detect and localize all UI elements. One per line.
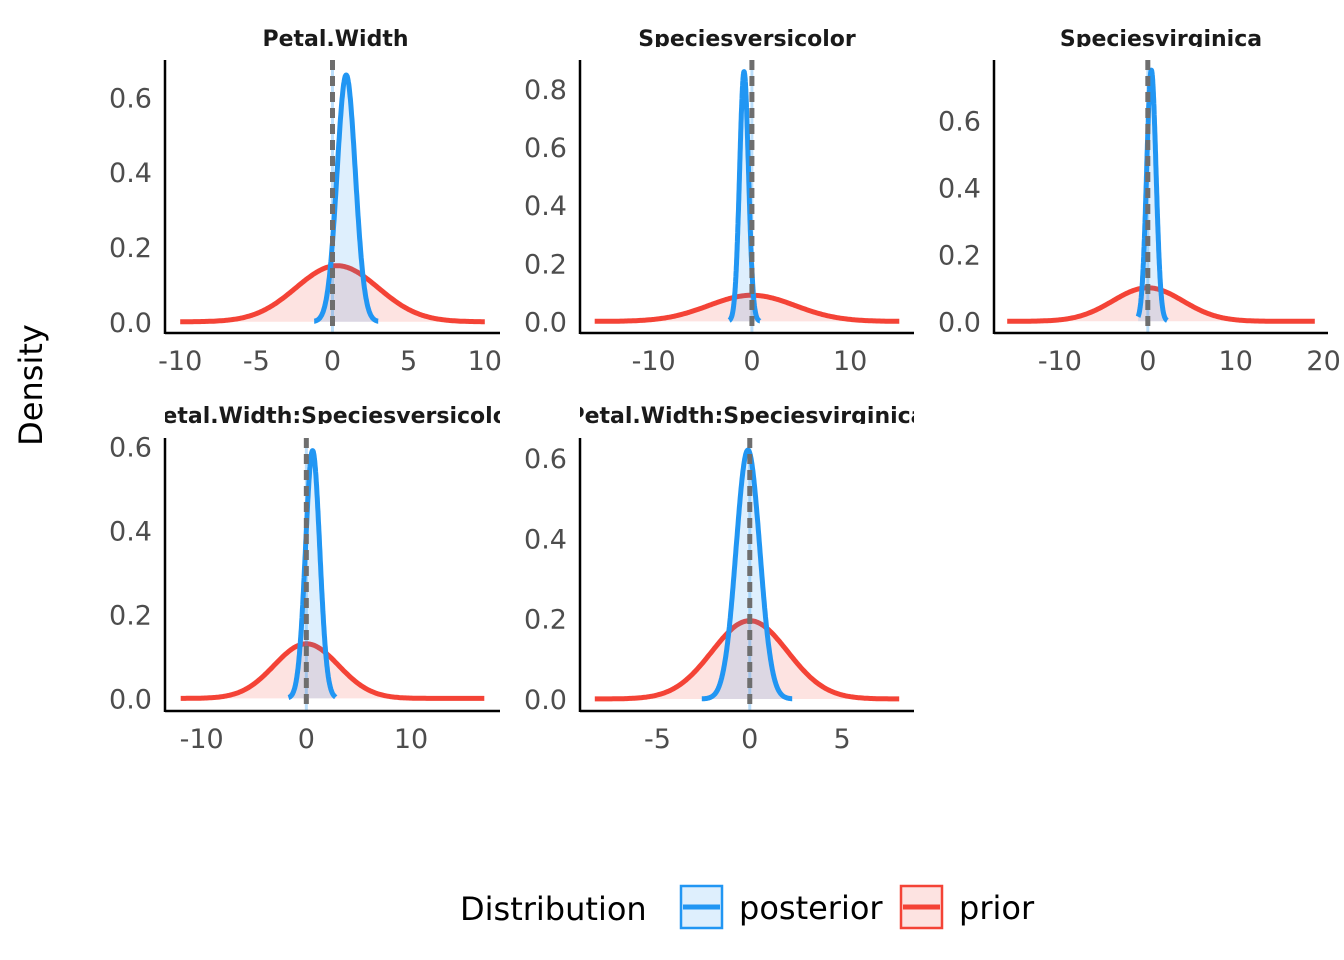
x-tick-label: 0 — [324, 346, 341, 377]
y-tick-label: 0.0 — [938, 307, 981, 338]
posterior-area — [314, 75, 379, 322]
posterior-density-line — [312, 72, 381, 324]
y-tick-label: 0.0 — [524, 685, 567, 716]
x-tick-label: 5 — [400, 346, 417, 377]
y-tick-label: 0.0 — [109, 308, 152, 339]
x-tick-label: -10 — [1038, 346, 1082, 377]
legend-key-prior[interactable] — [899, 884, 944, 930]
y-tick-label: 0.6 — [938, 106, 981, 137]
y-tick-label: 0.2 — [938, 240, 981, 271]
y-tick-label: 0.2 — [109, 600, 152, 631]
y-tick-label: 0.4 — [109, 516, 152, 547]
prior-density-line — [593, 292, 901, 324]
y-tick-label: 0.4 — [938, 173, 981, 204]
facet-title: Petal.Width — [262, 27, 408, 52]
y-tick-label: 0.4 — [524, 191, 567, 222]
y-tick-label: 0.6 — [109, 432, 152, 463]
x-tick-label: -10 — [158, 346, 202, 377]
prior-area — [594, 620, 900, 699]
x-tick-label: 10 — [468, 346, 502, 377]
facet-panel: Speciesvirginica -10 0 10 20 0.0 0.2 0.4 0.6 — [938, 27, 1341, 377]
x-tick-label: 5 — [833, 724, 850, 755]
y-tick-label: 0.2 — [109, 233, 152, 264]
x-tick-label: -10 — [180, 724, 224, 755]
y-tick-label: 0.6 — [109, 83, 152, 114]
y-tick-label: 0.2 — [524, 249, 567, 280]
facet-panel: Petal.Width -10 -5 0 5 10 0.0 0.2 0.4 0.6 — [109, 27, 502, 377]
posterior-density-line — [699, 447, 795, 702]
facet-panel: Petal.Width:Speciesvirginica -5 0 5 0.0 0.2 0.… — [524, 404, 925, 755]
facet-title: Petal.Width:Speciesversicolor — [146, 404, 519, 429]
legend-key-posterior[interactable] — [679, 884, 724, 930]
y-tick-label: 0.8 — [524, 75, 567, 106]
posterior-area — [701, 450, 793, 699]
x-tick-label: 0 — [1139, 346, 1156, 377]
y-tick-label: 0.4 — [524, 524, 567, 555]
x-tick-label: 0 — [298, 724, 315, 755]
x-tick-label: 10 — [833, 346, 867, 377]
facet-title: Petal.Width:Speciesvirginica — [568, 404, 925, 429]
prior-density-line — [179, 641, 486, 701]
y-tick-label: 0.6 — [524, 444, 567, 475]
x-tick-label: 20 — [1306, 346, 1340, 377]
legend: Distribution posterior prior — [460, 884, 1035, 930]
x-tick-label: 10 — [394, 724, 428, 755]
x-tick-label: 0 — [741, 724, 758, 755]
posterior-density-line — [1135, 67, 1170, 323]
y-tick-label: 0.0 — [524, 307, 567, 338]
x-tick-label: -5 — [644, 724, 671, 755]
x-tick-label: -5 — [243, 346, 270, 377]
posterior-density-line — [727, 69, 763, 324]
y-axis-label: Density — [12, 324, 50, 446]
facet-title: Speciesvirginica — [1060, 27, 1262, 52]
y-tick-label: 0.4 — [109, 158, 152, 189]
x-tick-label: 10 — [1219, 346, 1253, 377]
posterior-density-line — [286, 448, 338, 700]
x-tick-label: 0 — [743, 346, 760, 377]
x-tick-label: -10 — [632, 346, 676, 377]
y-tick-label: 0.6 — [524, 133, 567, 164]
prior-density-line — [593, 618, 901, 702]
facet-panel: Speciesversicolor -10 0 10 0.0 0.2 0.4 0.6 0.8 — [524, 27, 914, 377]
legend-title: Distribution — [460, 890, 647, 928]
facet-title: Speciesversicolor — [638, 27, 856, 52]
legend-label-prior: prior — [959, 889, 1035, 927]
y-tick-label: 0.2 — [524, 605, 567, 636]
y-tick-label: 0.0 — [109, 684, 152, 715]
facet-panel: Petal.Width:Speciesversicolor -10 0 10 0.0 0.… — [109, 404, 519, 755]
legend-label-posterior: posterior — [739, 889, 883, 927]
